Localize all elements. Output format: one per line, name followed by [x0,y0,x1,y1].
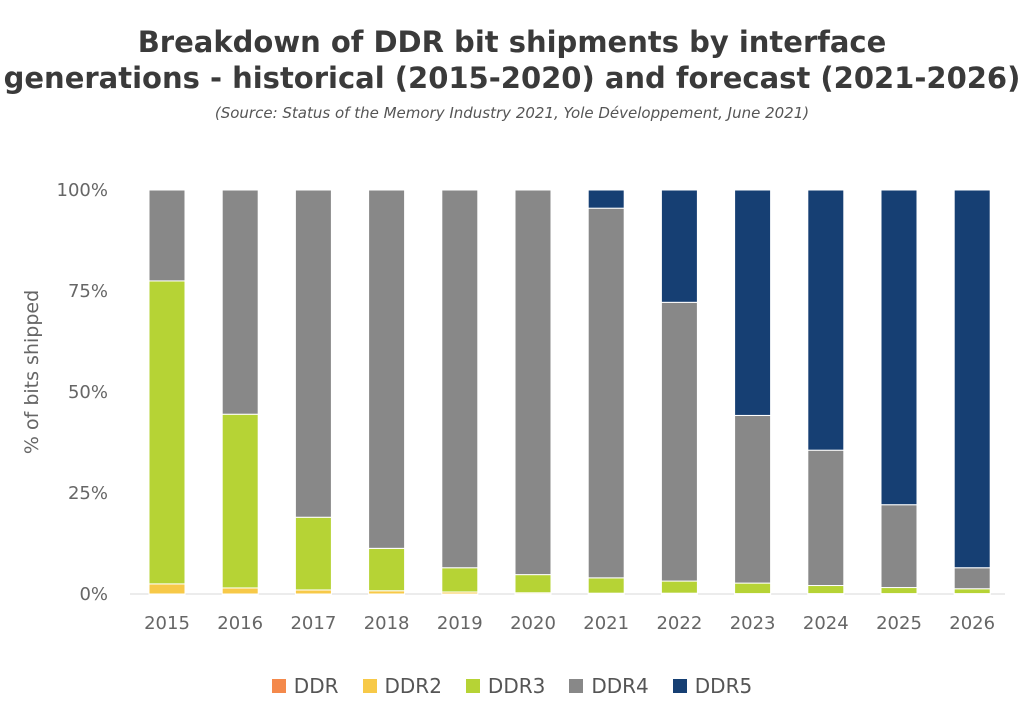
bar-segment-ddr4-2017 [294,189,332,518]
chart-legend: DDR DDR2 DDR3 DDR4 DDR5 [0,674,1024,698]
legend-swatch [672,679,687,693]
x-tick-label: 2019 [437,613,483,634]
bar-segment-ddr2-2016 [221,587,259,595]
x-tick-label: 2026 [949,613,995,634]
y-tick-label: 100% [57,180,108,201]
chart-plot: 0% 25% 50% 75% 100% % of bits shipped 2015 2016… [21,180,1005,634]
bar-segment-ddr4-2021 [587,207,625,579]
bar-segment-ddr5-2023 [734,189,772,416]
bar-segment-ddr5-2025 [880,189,918,506]
bar-segment-ddr4-2015 [148,189,186,282]
chart-subtitle: (Source: Status of the Memory Industry 2… [214,104,810,122]
bar-segment-ddr5-2022 [660,189,698,303]
y-tick-label: 0% [79,584,108,605]
bar-segment-ddr3-2021 [587,577,625,594]
bar-segment-ddr3-2020 [514,574,552,594]
bar-segment-ddr3-2026 [953,588,991,595]
bar-segment-ddr3-2022 [660,580,698,594]
bar-segment-ddr4-2024 [807,449,845,587]
bar-segment-ddr3-2018 [368,547,406,592]
legend-item-ddr3: DDR3 [465,674,546,698]
legend-label: DDR5 [694,674,753,698]
y-tick-label: 50% [68,382,108,403]
bar-segment-ddr2-2015 [148,583,186,595]
bar-segment-ddr2-2017 [294,589,332,595]
bar-segment-ddr3-2023 [734,582,772,595]
legend-item-ddr: DDR [271,674,339,698]
bar-segment-ddr3-2024 [807,585,845,595]
legend-swatch [362,679,377,693]
bar-segment-ddr4-2025 [880,504,918,589]
bar-segment-ddr4-2023 [734,414,772,584]
bar-segment-ddr4-2022 [660,301,698,582]
legend-swatch [465,679,480,693]
legend-label: DDR4 [591,674,649,698]
legend-label: DDR3 [487,674,546,698]
x-tick-label: 2020 [510,613,556,634]
bar-segment-ddr5-2021 [587,189,625,209]
x-tick-label: 2025 [876,613,922,634]
x-tick-label: 2016 [217,613,263,634]
x-tick-label: 2018 [364,613,410,634]
x-tick-label: 2021 [583,613,629,634]
bar-segment-ddr4-2019 [441,189,479,569]
bar-segment-ddr3-2015 [148,280,186,585]
bar-segment-ddr5-2024 [807,189,845,451]
legend-label: DDR [293,674,339,698]
x-tick-label: 2015 [144,613,190,634]
legend-item-ddr5: DDR5 [672,674,753,698]
x-tick-label: 2024 [803,613,849,634]
x-tick-label: 2017 [290,613,336,634]
legend-item-ddr4: DDR4 [569,674,649,698]
bar-segment-ddr3-2017 [294,516,332,591]
y-axis-title: % of bits shipped [21,290,43,454]
legend-label: DDR2 [384,674,442,698]
y-tick-label: 75% [68,281,108,302]
legend-swatch [271,679,286,693]
legend-item-ddr2: DDR2 [362,674,442,698]
bar-segment-ddr4-2020 [514,189,552,576]
bar-segment-ddr4-2016 [221,189,259,415]
bar-segment-ddr5-2026 [953,189,991,569]
x-tick-label: 2023 [730,613,776,634]
bar-segment-ddr4-2026 [953,567,991,590]
y-tick-label: 25% [68,483,108,504]
bar-segment-ddr4-2018 [368,189,406,549]
bar-segment-ddr3-2019 [441,567,479,593]
chart-title-line-2: generations - historical (2015-2020) and… [3,61,1021,95]
x-tick-label: 2022 [656,613,702,634]
chart-title-line-1: Breakdown of DDR bit shipments by interf… [137,25,887,59]
legend-swatch [569,679,584,693]
bar-segment-ddr3-2025 [880,587,918,595]
bar-segment-ddr3-2016 [221,413,259,589]
